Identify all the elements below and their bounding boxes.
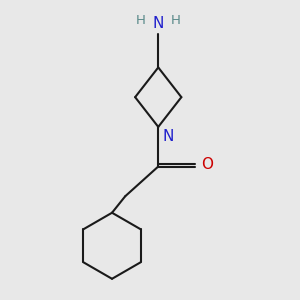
Text: N: N <box>162 128 174 143</box>
Text: N: N <box>153 16 164 31</box>
Text: H: H <box>170 14 180 27</box>
Text: O: O <box>201 158 213 172</box>
Text: H: H <box>136 14 146 27</box>
